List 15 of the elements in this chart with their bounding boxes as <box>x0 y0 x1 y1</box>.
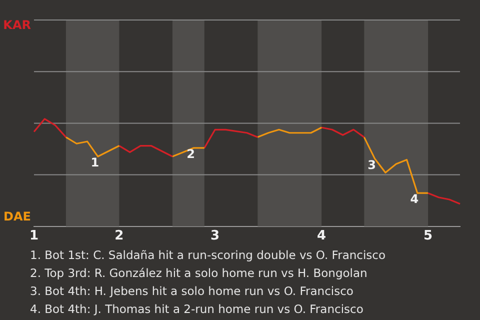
annotation: 3 <box>368 158 376 172</box>
annotation: 1 <box>90 156 100 170</box>
x-tick-label: 1 <box>29 228 39 244</box>
x-tick-label: 2 <box>114 228 124 244</box>
text: 4. Bot 4th: J. Thomas hit a 2-run home run vs O. Francisco <box>30 301 364 318</box>
x-tick-label: 4 <box>317 228 326 244</box>
x-tick-label: 5 <box>424 228 433 244</box>
annotation: 4 <box>410 192 419 206</box>
x-tick-label: 3 <box>210 228 220 244</box>
text: 2. Top 3rd: R. González hit a solo home run vs H. Bongolan <box>30 265 368 282</box>
annotation: 2 <box>186 147 195 162</box>
text: KAR <box>3 18 31 32</box>
text: DAE <box>4 210 31 224</box>
text: 3. Bot 4th: H. Jebens hit a solo home run vs O. Francisco <box>30 283 354 300</box>
text: 1. Bot 1st: C. Saldaña hit a run-scoring double vs O. Francisco <box>30 247 387 264</box>
